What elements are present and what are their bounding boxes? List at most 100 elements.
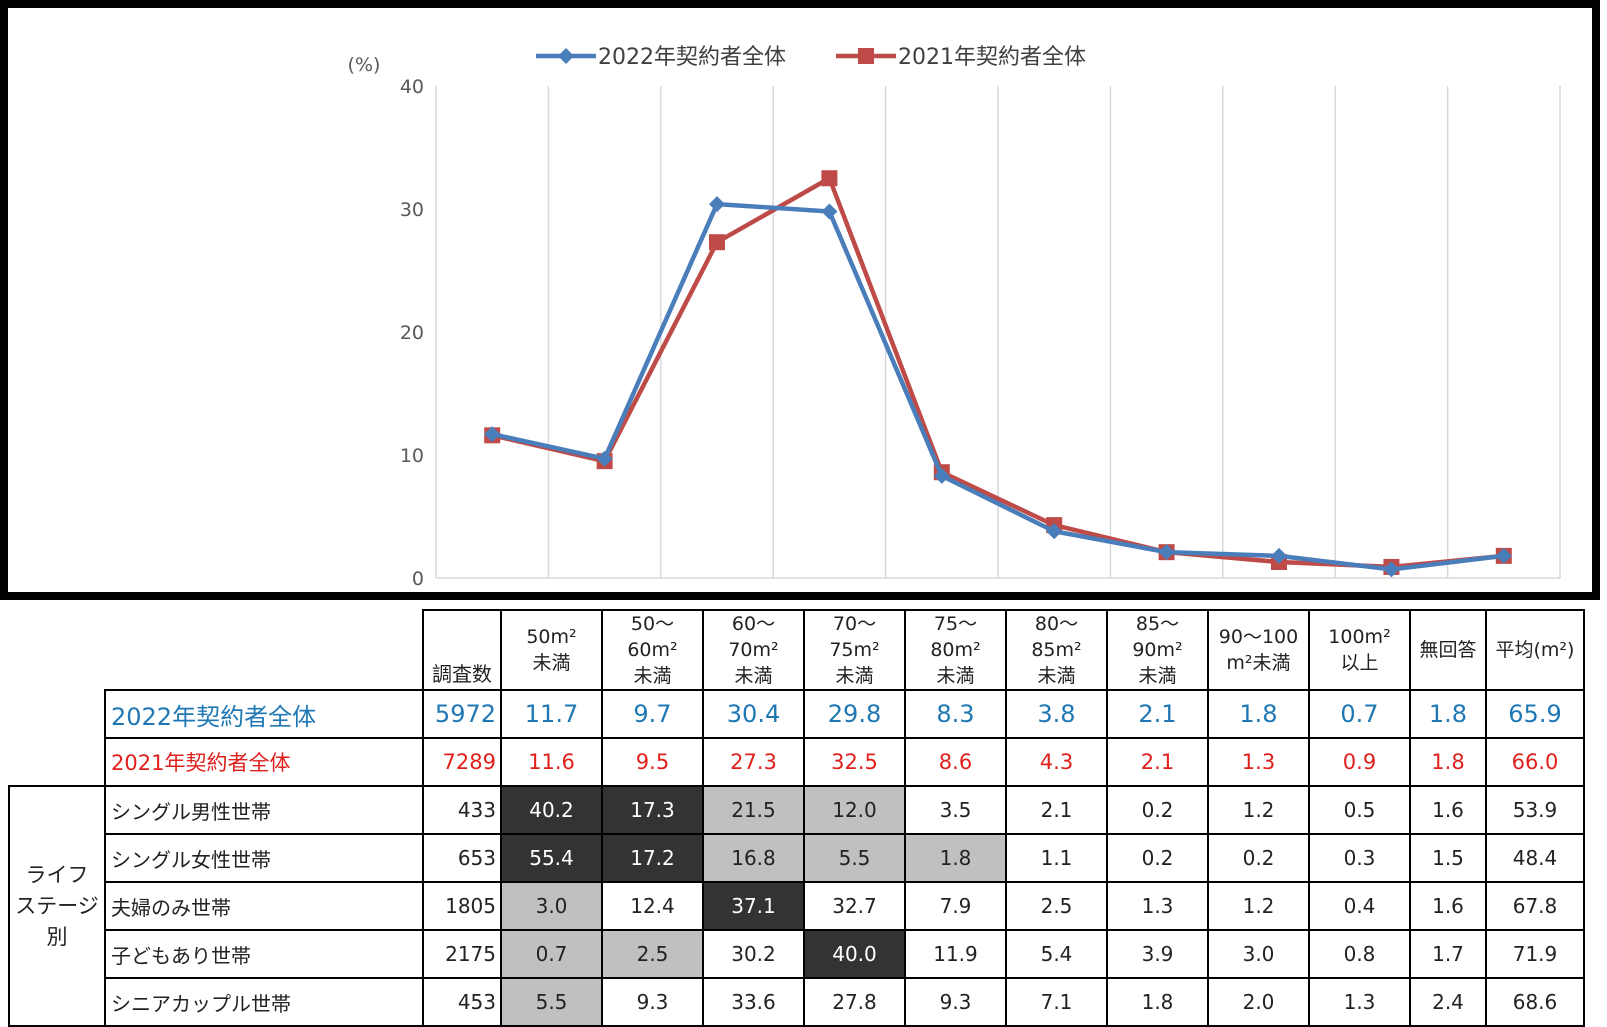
- value-cell: 2.1: [1005, 785, 1108, 835]
- column-header-line: 未満: [633, 665, 672, 687]
- y-tick-label: 20: [400, 322, 424, 344]
- value-cell: 9.7: [601, 689, 704, 739]
- column-header-line: 未満: [835, 665, 874, 687]
- column-header-line: 未満: [936, 665, 975, 687]
- series-line: [491, 201, 1505, 572]
- data-point: [1158, 544, 1175, 561]
- value-cell: 2.0: [1207, 977, 1310, 1027]
- column-header: 50〜60m² 未満: [601, 609, 704, 691]
- value-cell: 0.9: [1308, 737, 1411, 787]
- legend-marker: [558, 48, 574, 64]
- value-cell: 2.5: [1005, 881, 1108, 931]
- group-label-line: 別: [46, 924, 68, 949]
- y-tick-label: 0: [412, 568, 424, 590]
- value-cell: 0.2: [1106, 833, 1209, 883]
- row-label: 子どもあり世帯: [104, 929, 424, 979]
- value-cell: 40.0: [803, 929, 906, 979]
- header-blank: [105, 610, 423, 690]
- data-point: [1271, 547, 1287, 564]
- legend-label: 2021年契約者全体: [898, 45, 1086, 70]
- value-cell: 1.8: [1106, 977, 1209, 1027]
- value-cell: 30.2: [702, 929, 805, 979]
- value-cell: 68.6: [1485, 977, 1585, 1027]
- value-cell: 55.4: [500, 833, 603, 883]
- data-point: [1046, 523, 1063, 540]
- column-header-line: 以上: [1340, 652, 1379, 674]
- group-label: ライフ ステージ別: [8, 785, 106, 1027]
- table-row: 2021年契約者全体 7289 11.6 9.5 27.3 32.5 8.6 4.3 2.1 1.…: [9, 737, 1585, 787]
- value-cell: 1.2: [1207, 785, 1310, 835]
- value-cell: 4.3: [1005, 737, 1108, 787]
- legend-label: 2022年契約者全体: [598, 45, 786, 70]
- table-header-row: 調査数 50m² 未満 50〜60m² 未満 60〜70m² 未満 70〜75m² 未満 75〜…: [9, 609, 1585, 691]
- value-cell: 32.7: [803, 881, 906, 931]
- value-cell: 40.2: [500, 785, 603, 835]
- data-point: [933, 467, 950, 484]
- column-header-line: 75〜80m²: [930, 613, 981, 661]
- value-cell: 21.5: [702, 785, 805, 835]
- group-label-line: ライフ: [25, 862, 89, 887]
- row-label: 2022年契約者全体: [104, 689, 424, 739]
- column-header-line: m²未満: [1226, 652, 1291, 674]
- value-cell: 1.7: [1409, 929, 1487, 979]
- blank-cell: [9, 738, 105, 786]
- value-cell: 11.7: [500, 689, 603, 739]
- count-cell: 1805: [422, 881, 502, 931]
- column-header-line: 未満: [734, 665, 773, 687]
- data-point: [709, 234, 725, 251]
- value-cell: 3.0: [1207, 929, 1310, 979]
- data-point: [1495, 547, 1512, 564]
- value-cell: 1.2: [1207, 881, 1310, 931]
- column-header-line: 未満: [532, 652, 571, 674]
- value-cell: 48.4: [1485, 833, 1585, 883]
- column-header: 90〜100 m²未満: [1207, 609, 1310, 691]
- value-cell: 37.1: [702, 881, 805, 931]
- value-cell: 67.8: [1485, 881, 1585, 931]
- data-point: [596, 450, 613, 467]
- value-cell: 29.8: [803, 689, 906, 739]
- column-header-line: 未満: [1037, 665, 1076, 687]
- row-label: シングル男性世帯: [104, 785, 424, 835]
- value-cell: 1.3: [1106, 881, 1209, 931]
- table-row: 子どもあり世帯 2175 0.7 2.5 30.2 40.0 11.9 5.4 3.9 3.0 0.…: [9, 929, 1585, 979]
- value-cell: 1.8: [904, 833, 1007, 883]
- column-header: 75〜80m² 未満: [904, 609, 1007, 691]
- line-chart: 0 10 20 30 40 (%) 2022年契約者全体 2021年契約者全体: [348, 45, 1561, 590]
- value-cell: 17.3: [601, 785, 704, 835]
- y-tick-label: 40: [400, 76, 424, 98]
- value-cell: 1.3: [1207, 737, 1310, 787]
- count-cell: 5972: [422, 689, 502, 739]
- value-cell: 1.8: [1409, 689, 1487, 739]
- value-cell: 0.4: [1308, 881, 1411, 931]
- value-cell: 1.8: [1409, 737, 1487, 787]
- column-header: 70〜75m² 未満: [803, 609, 906, 691]
- value-cell: 27.3: [702, 737, 805, 787]
- value-cell: 53.9: [1485, 785, 1585, 835]
- column-header: 85〜90m² 未満: [1106, 609, 1209, 691]
- value-cell: 3.5: [904, 785, 1007, 835]
- column-header: 平均(m²): [1485, 609, 1585, 691]
- value-cell: 1.8: [1207, 689, 1310, 739]
- value-cell: 2.1: [1106, 737, 1209, 787]
- value-cell: 65.9: [1485, 689, 1585, 739]
- data-point: [484, 426, 501, 443]
- value-cell: 7.9: [904, 881, 1007, 931]
- value-cell: 0.2: [1106, 785, 1209, 835]
- value-cell: 1.6: [1409, 785, 1487, 835]
- column-header-line: 平均(m²): [1495, 639, 1575, 661]
- row-label: 夫婦のみ世帯: [104, 881, 424, 931]
- value-cell: 16.8: [702, 833, 805, 883]
- value-cell: 0.5: [1308, 785, 1411, 835]
- value-cell: 12.0: [803, 785, 906, 835]
- data-point: [821, 203, 838, 220]
- value-cell: 1.6: [1409, 881, 1487, 931]
- y-tick-label: 30: [400, 199, 424, 221]
- value-cell: 12.4: [601, 881, 704, 931]
- value-cell: 3.8: [1005, 689, 1108, 739]
- column-header: 80〜85m² 未満: [1005, 609, 1108, 691]
- row-label: シニアカップル世帯: [104, 977, 424, 1027]
- value-cell: 0.7: [1308, 689, 1411, 739]
- value-cell: 1.3: [1308, 977, 1411, 1027]
- column-header-line: 85〜90m²: [1132, 613, 1183, 661]
- value-cell: 2.1: [1106, 689, 1209, 739]
